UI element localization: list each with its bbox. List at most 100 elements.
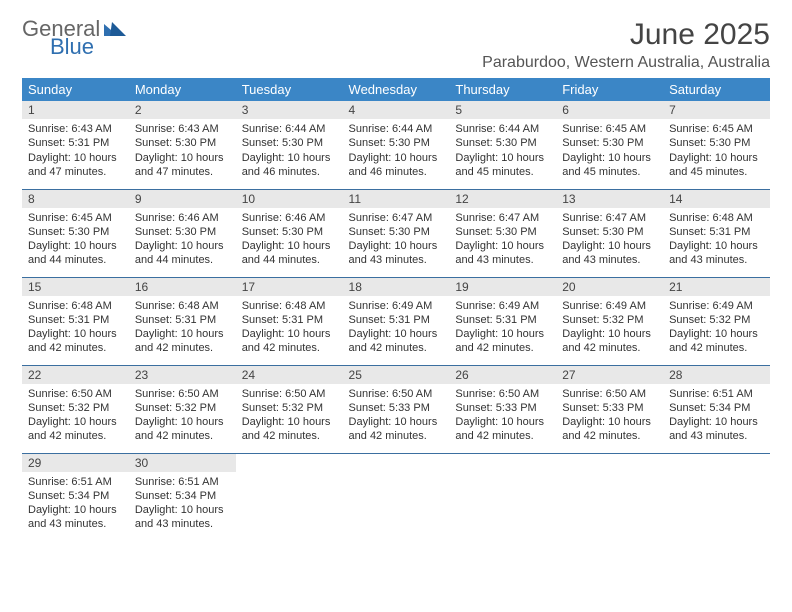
calendar-cell: 22Sunrise: 6:50 AMSunset: 5:32 PMDayligh…: [22, 365, 129, 453]
day-details: Sunrise: 6:46 AMSunset: 5:30 PMDaylight:…: [129, 208, 236, 273]
calendar-cell: 2Sunrise: 6:43 AMSunset: 5:30 PMDaylight…: [129, 101, 236, 189]
day-details: Sunrise: 6:49 AMSunset: 5:32 PMDaylight:…: [663, 296, 770, 361]
calendar-cell: [343, 453, 450, 541]
calendar-cell: 18Sunrise: 6:49 AMSunset: 5:31 PMDayligh…: [343, 277, 450, 365]
calendar-row: 29Sunrise: 6:51 AMSunset: 5:34 PMDayligh…: [22, 453, 770, 541]
day-details: Sunrise: 6:50 AMSunset: 5:33 PMDaylight:…: [449, 384, 556, 449]
calendar-cell: 25Sunrise: 6:50 AMSunset: 5:33 PMDayligh…: [343, 365, 450, 453]
day-number: 15: [22, 278, 129, 296]
weekday-header: Wednesday: [343, 78, 450, 101]
weekday-header: Monday: [129, 78, 236, 101]
brand-part2: Blue: [50, 36, 94, 58]
weekday-header: Tuesday: [236, 78, 343, 101]
calendar-cell: [449, 453, 556, 541]
day-details: Sunrise: 6:49 AMSunset: 5:32 PMDaylight:…: [556, 296, 663, 361]
calendar-cell: 11Sunrise: 6:47 AMSunset: 5:30 PMDayligh…: [343, 189, 450, 277]
day-details: Sunrise: 6:45 AMSunset: 5:30 PMDaylight:…: [22, 208, 129, 273]
day-number: 23: [129, 366, 236, 384]
calendar-cell: 26Sunrise: 6:50 AMSunset: 5:33 PMDayligh…: [449, 365, 556, 453]
calendar-cell: 1Sunrise: 6:43 AMSunset: 5:31 PMDaylight…: [22, 101, 129, 189]
calendar-cell: 3Sunrise: 6:44 AMSunset: 5:30 PMDaylight…: [236, 101, 343, 189]
day-details: Sunrise: 6:49 AMSunset: 5:31 PMDaylight:…: [343, 296, 450, 361]
day-details: Sunrise: 6:50 AMSunset: 5:32 PMDaylight:…: [22, 384, 129, 449]
weekday-header: Friday: [556, 78, 663, 101]
calendar-cell: 21Sunrise: 6:49 AMSunset: 5:32 PMDayligh…: [663, 277, 770, 365]
day-number: 12: [449, 190, 556, 208]
day-number: 10: [236, 190, 343, 208]
month-title: June 2025: [482, 18, 770, 52]
day-number: 29: [22, 454, 129, 472]
calendar-cell: 15Sunrise: 6:48 AMSunset: 5:31 PMDayligh…: [22, 277, 129, 365]
day-details: Sunrise: 6:50 AMSunset: 5:33 PMDaylight:…: [556, 384, 663, 449]
day-number: 17: [236, 278, 343, 296]
day-details: Sunrise: 6:50 AMSunset: 5:32 PMDaylight:…: [129, 384, 236, 449]
day-details: Sunrise: 6:43 AMSunset: 5:31 PMDaylight:…: [22, 119, 129, 184]
day-number: 28: [663, 366, 770, 384]
title-block: June 2025 Paraburdoo, Western Australia,…: [482, 18, 770, 72]
weekday-header: Saturday: [663, 78, 770, 101]
calendar-cell: 16Sunrise: 6:48 AMSunset: 5:31 PMDayligh…: [129, 277, 236, 365]
day-number: 25: [343, 366, 450, 384]
location-text: Paraburdoo, Western Australia, Australia: [482, 54, 770, 72]
day-details: Sunrise: 6:50 AMSunset: 5:33 PMDaylight:…: [343, 384, 450, 449]
calendar-cell: [556, 453, 663, 541]
calendar-cell: 23Sunrise: 6:50 AMSunset: 5:32 PMDayligh…: [129, 365, 236, 453]
day-details: Sunrise: 6:47 AMSunset: 5:30 PMDaylight:…: [449, 208, 556, 273]
calendar-row: 22Sunrise: 6:50 AMSunset: 5:32 PMDayligh…: [22, 365, 770, 453]
day-number: 26: [449, 366, 556, 384]
brand-triangle-icon: [104, 18, 126, 40]
weekday-header-row: Sunday Monday Tuesday Wednesday Thursday…: [22, 78, 770, 101]
calendar-cell: 4Sunrise: 6:44 AMSunset: 5:30 PMDaylight…: [343, 101, 450, 189]
day-details: Sunrise: 6:48 AMSunset: 5:31 PMDaylight:…: [236, 296, 343, 361]
day-details: Sunrise: 6:44 AMSunset: 5:30 PMDaylight:…: [236, 119, 343, 184]
calendar-cell: 24Sunrise: 6:50 AMSunset: 5:32 PMDayligh…: [236, 365, 343, 453]
calendar-cell: 8Sunrise: 6:45 AMSunset: 5:30 PMDaylight…: [22, 189, 129, 277]
header: General Blue June 2025 Paraburdoo, Weste…: [22, 18, 770, 72]
calendar-cell: 14Sunrise: 6:48 AMSunset: 5:31 PMDayligh…: [663, 189, 770, 277]
day-number: 8: [22, 190, 129, 208]
calendar-row: 1Sunrise: 6:43 AMSunset: 5:31 PMDaylight…: [22, 101, 770, 189]
day-details: Sunrise: 6:45 AMSunset: 5:30 PMDaylight:…: [663, 119, 770, 184]
day-details: Sunrise: 6:48 AMSunset: 5:31 PMDaylight:…: [22, 296, 129, 361]
calendar-cell: 20Sunrise: 6:49 AMSunset: 5:32 PMDayligh…: [556, 277, 663, 365]
day-details: Sunrise: 6:44 AMSunset: 5:30 PMDaylight:…: [449, 119, 556, 184]
day-details: Sunrise: 6:51 AMSunset: 5:34 PMDaylight:…: [129, 472, 236, 537]
calendar-cell: 27Sunrise: 6:50 AMSunset: 5:33 PMDayligh…: [556, 365, 663, 453]
day-number: 30: [129, 454, 236, 472]
day-number: 18: [343, 278, 450, 296]
day-number: 7: [663, 101, 770, 119]
day-number: 16: [129, 278, 236, 296]
day-number: 22: [22, 366, 129, 384]
day-details: Sunrise: 6:45 AMSunset: 5:30 PMDaylight:…: [556, 119, 663, 184]
calendar-row: 15Sunrise: 6:48 AMSunset: 5:31 PMDayligh…: [22, 277, 770, 365]
day-number: 2: [129, 101, 236, 119]
brand-logo: General Blue: [22, 18, 126, 58]
day-number: 20: [556, 278, 663, 296]
calendar-cell: 12Sunrise: 6:47 AMSunset: 5:30 PMDayligh…: [449, 189, 556, 277]
weekday-header: Thursday: [449, 78, 556, 101]
day-number: 21: [663, 278, 770, 296]
day-number: 6: [556, 101, 663, 119]
calendar-cell: 19Sunrise: 6:49 AMSunset: 5:31 PMDayligh…: [449, 277, 556, 365]
day-number: 14: [663, 190, 770, 208]
day-details: Sunrise: 6:48 AMSunset: 5:31 PMDaylight:…: [663, 208, 770, 273]
day-details: Sunrise: 6:46 AMSunset: 5:30 PMDaylight:…: [236, 208, 343, 273]
calendar-cell: 9Sunrise: 6:46 AMSunset: 5:30 PMDaylight…: [129, 189, 236, 277]
day-details: Sunrise: 6:44 AMSunset: 5:30 PMDaylight:…: [343, 119, 450, 184]
day-details: Sunrise: 6:48 AMSunset: 5:31 PMDaylight:…: [129, 296, 236, 361]
calendar-cell: 10Sunrise: 6:46 AMSunset: 5:30 PMDayligh…: [236, 189, 343, 277]
calendar-cell: 5Sunrise: 6:44 AMSunset: 5:30 PMDaylight…: [449, 101, 556, 189]
day-details: Sunrise: 6:49 AMSunset: 5:31 PMDaylight:…: [449, 296, 556, 361]
day-details: Sunrise: 6:51 AMSunset: 5:34 PMDaylight:…: [22, 472, 129, 537]
day-number: 3: [236, 101, 343, 119]
day-details: Sunrise: 6:47 AMSunset: 5:30 PMDaylight:…: [556, 208, 663, 273]
calendar-table: Sunday Monday Tuesday Wednesday Thursday…: [22, 78, 770, 541]
calendar-cell: 28Sunrise: 6:51 AMSunset: 5:34 PMDayligh…: [663, 365, 770, 453]
day-number: 27: [556, 366, 663, 384]
day-details: Sunrise: 6:47 AMSunset: 5:30 PMDaylight:…: [343, 208, 450, 273]
calendar-cell: 6Sunrise: 6:45 AMSunset: 5:30 PMDaylight…: [556, 101, 663, 189]
day-number: 5: [449, 101, 556, 119]
day-number: 4: [343, 101, 450, 119]
day-details: Sunrise: 6:51 AMSunset: 5:34 PMDaylight:…: [663, 384, 770, 449]
weekday-header: Sunday: [22, 78, 129, 101]
